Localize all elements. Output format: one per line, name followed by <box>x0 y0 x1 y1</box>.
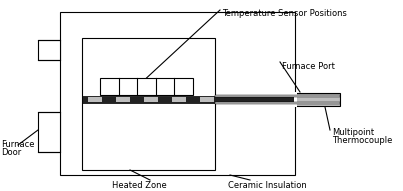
Bar <box>200 97 214 102</box>
Bar <box>130 97 144 102</box>
Bar <box>60 12 295 175</box>
Bar <box>215 102 340 104</box>
Text: Temperature Sensor Positions: Temperature Sensor Positions <box>222 9 347 18</box>
Text: Furnace Port: Furnace Port <box>282 62 335 71</box>
Bar <box>116 97 130 102</box>
Bar <box>100 78 193 95</box>
Bar <box>172 97 186 102</box>
Text: Thermocouple: Thermocouple <box>332 136 393 145</box>
Text: Multipoint: Multipoint <box>332 128 374 137</box>
Bar <box>82 96 295 103</box>
Bar <box>102 97 116 102</box>
Bar <box>38 112 60 152</box>
Text: Door: Door <box>1 148 21 157</box>
Text: Ceramic Insulation: Ceramic Insulation <box>228 181 307 190</box>
Bar <box>215 95 340 97</box>
Text: Heated Zone: Heated Zone <box>112 181 167 190</box>
Bar <box>88 97 102 102</box>
Bar <box>295 93 340 106</box>
Bar <box>38 40 60 60</box>
Bar <box>144 97 158 102</box>
Text: Furnace: Furnace <box>1 140 35 149</box>
Bar <box>82 38 215 170</box>
Bar <box>158 97 172 102</box>
Bar <box>186 97 200 102</box>
Bar <box>294 92 297 107</box>
